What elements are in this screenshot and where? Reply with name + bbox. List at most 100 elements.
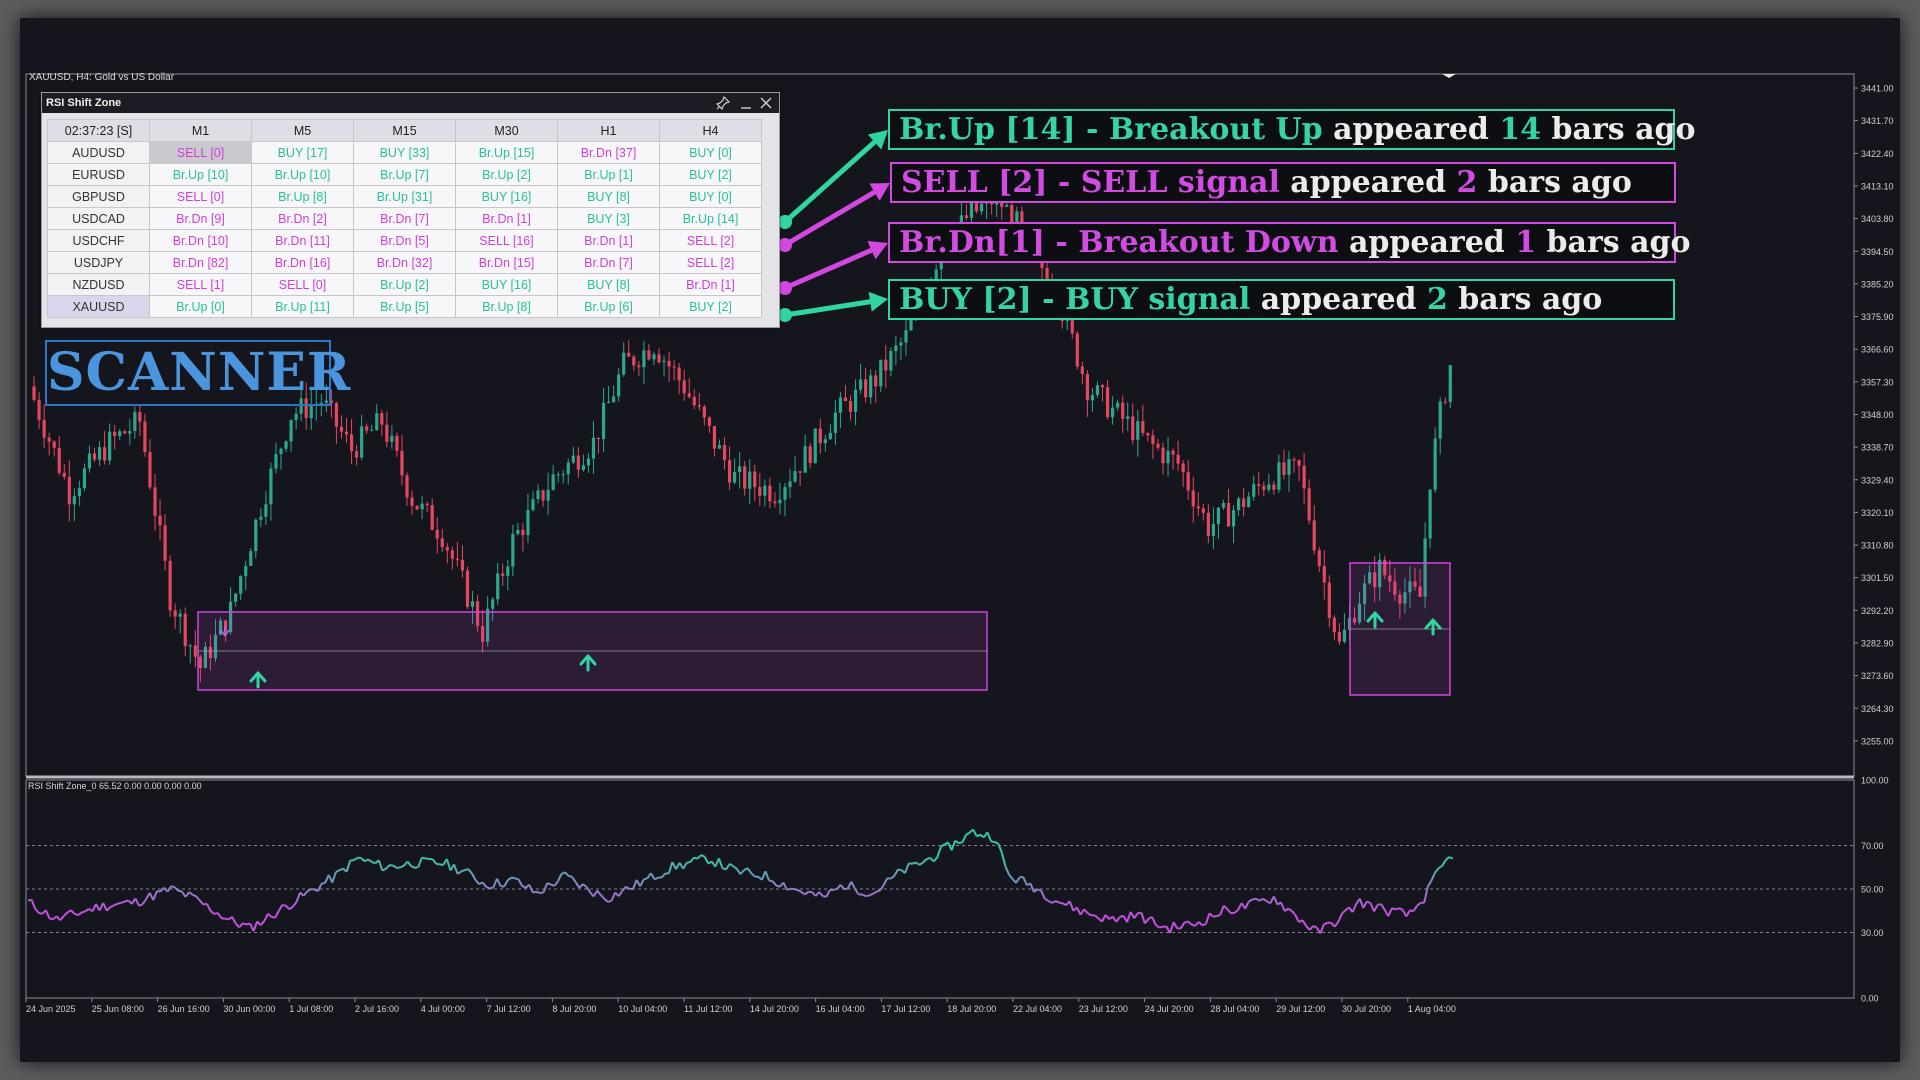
timeframe-header[interactable]: M1 [149,119,252,142]
close-icon[interactable] [759,93,773,116]
signal-cell[interactable]: BUY [2] [659,295,762,318]
scanner-panel-titlebar[interactable]: RSI Shift Zone [42,93,779,113]
signal-cell[interactable]: BUY [3] [557,207,660,230]
signal-cell[interactable]: SELL [2] [659,229,762,252]
buy-arrow-icon [249,671,267,689]
signal-cell[interactable]: SELL [16] [455,229,558,252]
rsi-line-segment [764,870,770,881]
signal-cell[interactable]: Br.Dn [37] [557,141,660,164]
signal-cell[interactable]: Br.Up [6] [557,295,660,318]
signal-cell[interactable]: SELL [0] [251,273,354,296]
candle-body [234,593,238,602]
signal-cell[interactable]: Br.Dn [7] [353,207,456,230]
timeframe-header[interactable]: H1 [557,119,660,142]
signal-cell[interactable]: Br.Dn [82] [149,251,252,274]
candle-body [133,412,137,431]
signal-cell[interactable]: Br.Dn [32] [353,251,456,274]
signal-cell[interactable]: BUY [2] [659,163,762,186]
signal-cell[interactable]: Br.Dn [1] [557,229,660,252]
candle-body [148,452,152,488]
candle-body [390,435,394,442]
symbol-cell[interactable]: USDCAD [47,207,150,230]
signal-cell[interactable]: Br.Up [0] [149,295,252,318]
candle-body [813,428,817,464]
signal-cell[interactable]: SELL [0] [149,141,252,164]
signal-annotation-4: BUY [2] - BUY signal appeared 2 bars ago [888,279,1675,320]
timeframe-header[interactable]: M15 [353,119,456,142]
signal-cell[interactable]: BUY [16] [455,273,558,296]
signal-cell[interactable]: Br.Up [14] [659,207,762,230]
signal-cell[interactable]: SELL [2] [659,251,762,274]
signal-cell[interactable]: Br.Up [2] [353,273,456,296]
grid-row-usdcad: USDCAD Br.Dn [9] Br.Dn [2] Br.Dn [7] Br.Dn [… [47,207,762,230]
time-label: 24 Jun 2025 [26,1004,76,1014]
signal-cell[interactable]: Br.Dn [11] [251,229,354,252]
candle-body [596,437,601,440]
candle-body [475,601,480,627]
signal-cell[interactable]: Br.Dn [1] [659,273,762,296]
signal-cell[interactable]: Br.Dn [9] [149,207,252,230]
signal-cell[interactable]: Br.Dn [16] [251,251,354,274]
symbol-cell[interactable]: USDCHF [47,229,150,252]
candle-body [763,485,767,496]
minimize-icon[interactable] [739,93,753,116]
signal-cell[interactable]: BUY [16] [455,185,558,208]
candle-body [1393,581,1397,595]
candle-body [47,437,51,442]
signal-cell[interactable]: BUY [0] [659,141,762,164]
signal-cell[interactable]: Br.Up [11] [251,295,354,318]
signal-cell[interactable]: Br.Up [5] [353,295,456,318]
chart-canvas[interactable]: 3441.00 3431.70 3422.40 3413.10 3403.80 3394.… [20,18,1900,1062]
rsi-line-segment [521,884,527,889]
signal-cell[interactable]: Br.Dn [5] [353,229,456,252]
signal-cell[interactable]: Br.Up [2] [455,163,558,186]
candle-body [481,626,485,642]
candle-body [309,405,313,419]
signal-cell[interactable]: Br.Dn [15] [455,251,558,274]
rsi-line-segment [725,863,731,870]
timeframe-header[interactable]: M5 [251,119,354,142]
scanner-panel[interactable]: RSI Shift Zone 02:37:23 [S] M1 M5 M15 M30 H1 H… [41,92,780,328]
signal-cell[interactable]: SELL [0] [149,185,252,208]
rsi-line-segment [109,904,115,909]
signal-cell[interactable]: Br.Dn [10] [149,229,252,252]
candle-body [1408,581,1412,593]
signal-cell[interactable]: Br.Up [7] [353,163,456,186]
timeframe-header[interactable]: H4 [659,119,762,142]
signal-cell[interactable]: BUY [17] [251,141,354,164]
chart-window: 3441.00 3431.70 3422.40 3413.10 3403.80 3394.… [20,18,1900,1062]
candle-body [687,393,691,397]
signal-cell[interactable]: BUY [8] [557,273,660,296]
symbol-cell[interactable]: GBPUSD [47,185,150,208]
candle-body [1176,454,1180,464]
signal-cell[interactable]: BUY [0] [659,185,762,208]
signal-cell[interactable]: Br.Up [10] [251,163,354,186]
rsi-line-segment [1366,900,1371,905]
signal-cell[interactable]: Br.Up [8] [251,185,354,208]
signal-cell[interactable]: BUY [33] [353,141,456,164]
signal-cell[interactable]: Br.Up [8] [455,295,558,318]
signal-cell[interactable]: Br.Up [31] [353,185,456,208]
rsi-line-segment [693,856,698,860]
signal-cell[interactable]: SELL [1] [149,273,252,296]
signal-cell[interactable]: Br.Up [1] [557,163,660,186]
signal-cell[interactable]: Br.Up [15] [455,141,558,164]
signal-cell[interactable]: Br.Up [10] [149,163,252,186]
signal-cell[interactable]: Br.Dn [2] [251,207,354,230]
symbol-cell[interactable]: AUDUSD [47,141,150,164]
timeframe-header[interactable]: M30 [455,119,558,142]
symbol-cell[interactable]: NZDUSD [47,273,150,296]
symbol-cell[interactable]: EURUSD [47,163,150,186]
rsi-line-segment [148,892,155,901]
signal-cell[interactable]: BUY [8] [557,185,660,208]
candle-body [591,437,596,459]
rsi-line-segment [1000,852,1007,867]
signal-cell[interactable]: Br.Dn [1] [455,207,558,230]
time-label: 23 Jul 12:00 [1079,1004,1128,1014]
symbol-cell[interactable]: XAUUSD [47,295,150,318]
pin-icon[interactable] [715,93,731,116]
rsi-line-segment [893,869,899,877]
signal-cell[interactable]: Br.Dn [7] [557,251,660,274]
time-label: 28 Jul 04:00 [1210,1004,1259,1014]
symbol-cell[interactable]: USDJPY [47,251,150,274]
